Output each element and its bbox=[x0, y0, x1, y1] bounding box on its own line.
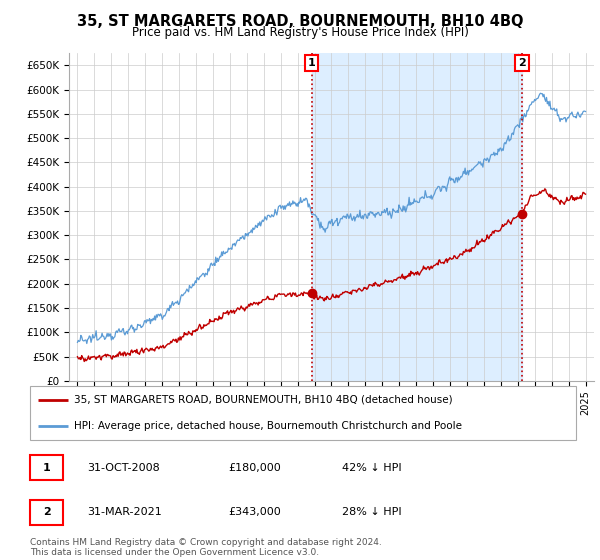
Text: £343,000: £343,000 bbox=[228, 507, 281, 517]
Text: 35, ST MARGARETS ROAD, BOURNEMOUTH, BH10 4BQ: 35, ST MARGARETS ROAD, BOURNEMOUTH, BH10… bbox=[77, 14, 523, 29]
Bar bbox=[311, 53, 522, 381]
Text: 2: 2 bbox=[518, 58, 526, 68]
Text: 31-MAR-2021: 31-MAR-2021 bbox=[87, 507, 162, 517]
Text: Price paid vs. HM Land Registry's House Price Index (HPI): Price paid vs. HM Land Registry's House … bbox=[131, 26, 469, 39]
Text: 1: 1 bbox=[43, 463, 50, 473]
Text: 35, ST MARGARETS ROAD, BOURNEMOUTH, BH10 4BQ (detached house): 35, ST MARGARETS ROAD, BOURNEMOUTH, BH10… bbox=[74, 395, 452, 405]
FancyBboxPatch shape bbox=[30, 386, 576, 440]
Text: 42% ↓ HPI: 42% ↓ HPI bbox=[342, 463, 401, 473]
Text: HPI: Average price, detached house, Bournemouth Christchurch and Poole: HPI: Average price, detached house, Bour… bbox=[74, 421, 461, 431]
Text: 28% ↓ HPI: 28% ↓ HPI bbox=[342, 507, 401, 517]
Text: £180,000: £180,000 bbox=[228, 463, 281, 473]
Text: Contains HM Land Registry data © Crown copyright and database right 2024.
This d: Contains HM Land Registry data © Crown c… bbox=[30, 538, 382, 557]
Text: 1: 1 bbox=[308, 58, 316, 68]
Text: 2: 2 bbox=[43, 507, 50, 517]
Text: 31-OCT-2008: 31-OCT-2008 bbox=[87, 463, 160, 473]
